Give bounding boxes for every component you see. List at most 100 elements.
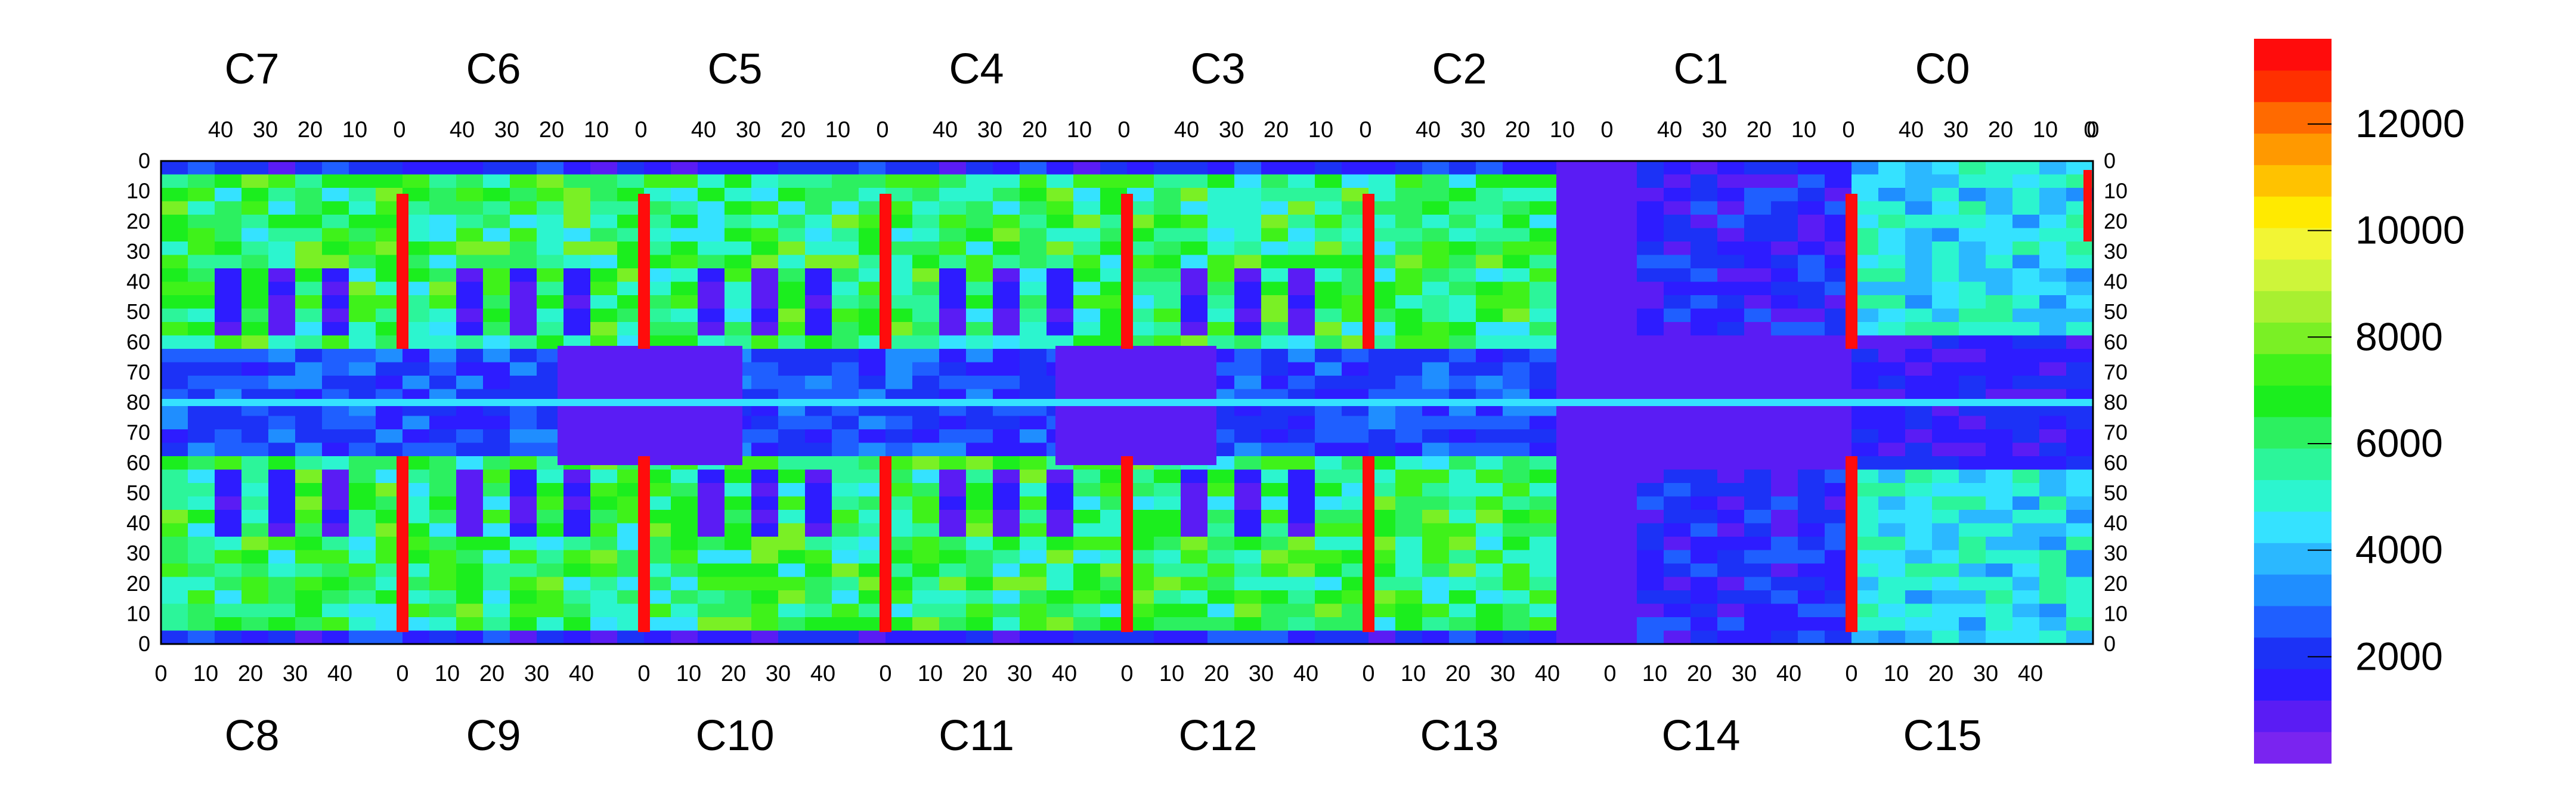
heatmap-cell: [1422, 630, 1450, 645]
heatmap-cell: [161, 523, 188, 537]
heatmap-cell: [161, 215, 188, 229]
heatmap-cell: [939, 510, 967, 524]
heatmap-cell: [1422, 349, 1450, 363]
heatmap-cell: [1530, 510, 1557, 524]
heatmap-cell: [295, 242, 323, 256]
heatmap-cell: [2039, 349, 2067, 363]
heatmap-cell: [590, 603, 618, 618]
heatmap-cell: [1583, 161, 1611, 175]
heatmap-cell: [1825, 174, 1852, 188]
heatmap-cell: [1020, 456, 1047, 470]
heatmap-cell: [1905, 201, 1933, 215]
heatmap-cell: [859, 376, 886, 390]
heatmap-cell: [671, 564, 698, 578]
heatmap-cell: [1342, 376, 1369, 390]
heatmap-cell: [1100, 174, 1128, 188]
heatmap-cell: [537, 523, 564, 537]
heatmap-cell: [188, 281, 215, 296]
heatmap-cell: [1744, 255, 1772, 269]
heatmap-cell: [966, 456, 993, 470]
heatmap-cell: [1288, 281, 1315, 296]
heatmap-cell: [1610, 483, 1637, 497]
x-tick-label-top: 30: [977, 117, 1002, 143]
heatmap-cell: [805, 429, 832, 444]
heatmap-cell: [537, 429, 564, 444]
heatmap-cell: [1798, 630, 1825, 645]
heatmap-cell: [886, 523, 913, 537]
heatmap-cell: [1637, 469, 1664, 484]
heatmap-cell: [1476, 268, 1503, 283]
heatmap-cell: [993, 376, 1020, 390]
heatmap-cell: [242, 322, 269, 336]
x-tick-label-top: 30: [494, 117, 519, 143]
heatmap-cell: [1181, 523, 1208, 537]
heatmap-cell: [1664, 510, 1691, 524]
heatmap-cell: [1476, 590, 1503, 605]
heatmap-cell: [268, 456, 296, 470]
heatmap-cell: [1208, 161, 1235, 175]
heatmap-cell: [1744, 442, 1772, 457]
panel-label-bottom: C14: [1661, 712, 1740, 760]
heatmap-cell: [2066, 322, 2094, 336]
heatmap-cell: [1664, 161, 1691, 175]
heatmap-cell: [161, 322, 188, 336]
heatmap-cell: [188, 617, 215, 631]
heatmap-cell: [724, 510, 752, 524]
heatmap-cell: [832, 630, 859, 645]
heatmap-cell: [751, 362, 779, 376]
heatmap-cell: [188, 469, 215, 484]
heatmap-cell: [1905, 442, 1933, 457]
heatmap-cell: [1690, 523, 1718, 537]
heatmap-cell: [1449, 228, 1476, 242]
heatmap-cell: [456, 603, 484, 618]
heatmap-cell: [429, 322, 457, 336]
heatmap-cell: [1046, 510, 1074, 524]
heatmap-cell: [1208, 201, 1235, 215]
heatmap-cell: [1234, 161, 1262, 175]
heatmap-cell: [644, 523, 671, 537]
heatmap-cell: [2066, 603, 2094, 618]
heatmap-cell: [832, 483, 859, 497]
heatmap-cell: [295, 523, 323, 537]
heatmap-cell: [429, 416, 457, 430]
heatmap-cell: [1100, 188, 1128, 202]
heatmap-cell: [510, 577, 537, 591]
heatmap-cell: [724, 188, 752, 202]
heatmap-cell: [1744, 550, 1772, 564]
heatmap-cell: [1020, 577, 1047, 591]
heatmap-cell: [939, 590, 967, 605]
heatmap-cell: [1315, 537, 1342, 551]
heatmap-cell: [483, 281, 510, 296]
x-tick-label-top: 0: [2083, 117, 2096, 143]
heatmap-cell: [886, 590, 913, 605]
heatmap-cell: [564, 483, 591, 497]
heatmap-cell: [456, 483, 484, 497]
heatmap-cell: [859, 456, 886, 470]
heatmap-cell: [483, 537, 510, 551]
heatmap-cell: [483, 161, 510, 175]
heatmap-cell: [1503, 456, 1530, 470]
heatmap-cell: [1664, 523, 1691, 537]
heatmap-cell: [537, 281, 564, 296]
heatmap-cell: [242, 242, 269, 256]
heatmap-cell: [1690, 215, 1718, 229]
heatmap-cell: [1986, 456, 2013, 470]
heatmap-cell: [1127, 564, 1154, 578]
heatmap-cell: [805, 161, 832, 175]
x-tick-label-bottom: 20: [479, 661, 504, 686]
colorbar-band: [2254, 322, 2332, 354]
x-tick-label-bottom: 40: [1052, 661, 1077, 686]
heatmap-cell: [966, 590, 993, 605]
heatmap-cell: [483, 188, 510, 202]
heatmap-cell: [698, 255, 725, 269]
heatmap-cell: [1208, 255, 1235, 269]
heatmap-cell: [1986, 335, 2013, 349]
heatmap-cell: [1744, 161, 1772, 175]
heatmap-cell: [242, 416, 269, 430]
heatmap-cell: [832, 496, 859, 510]
heatmap-cell: [429, 630, 457, 645]
heatmap-cell: [1154, 483, 1181, 497]
heatmap-cell: [617, 322, 645, 336]
heatmap-cell: [1932, 496, 1959, 510]
